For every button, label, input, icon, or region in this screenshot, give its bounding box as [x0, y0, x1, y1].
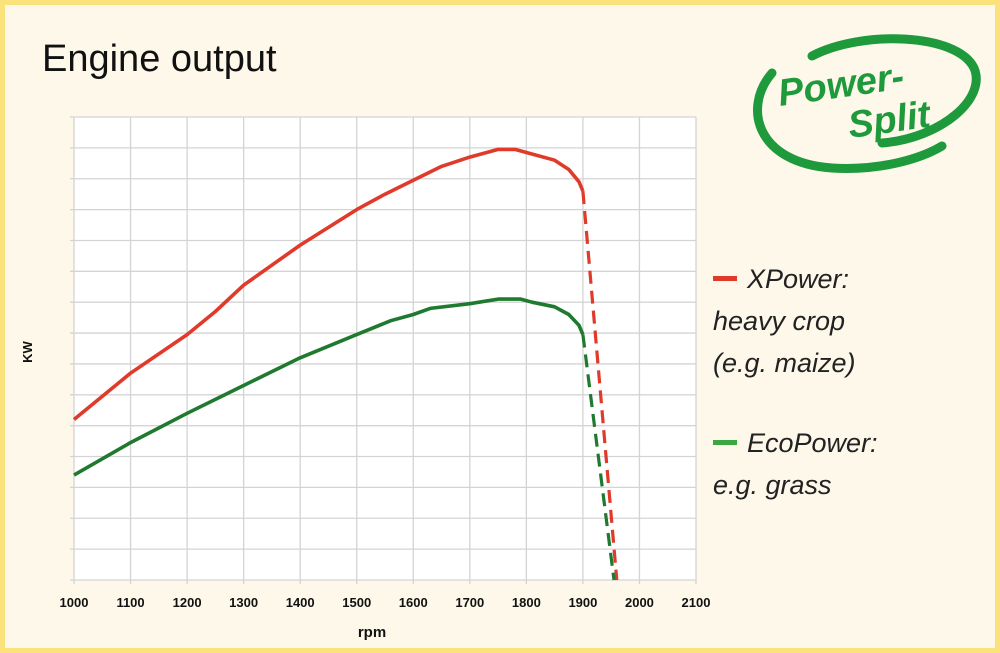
- legend-label-ecopower: EcoPower:: [747, 428, 878, 458]
- x-tick-label: 1600: [399, 595, 428, 610]
- series-ecopower-line: [73, 297, 585, 477]
- series-xpower-dashed: [581, 190, 619, 581]
- x-tick-label: 1700: [455, 595, 484, 610]
- power-split-logo: Power- Split: [753, 34, 981, 173]
- x-axis-label: rpm: [358, 624, 386, 641]
- page-title: Engine output: [42, 38, 277, 80]
- legend-item-xpower: XPower:: [713, 258, 878, 300]
- x-tick-label: 1900: [568, 595, 597, 610]
- x-tick-label: 1200: [173, 595, 202, 610]
- legend: XPower: heavy crop (e.g. maize) EcoPower…: [713, 258, 878, 506]
- legend-desc: heavy crop: [713, 306, 846, 336]
- y-axis-label: KW: [20, 340, 35, 362]
- series-xpower-line: [72, 147, 585, 421]
- ecopower-swatch: [713, 440, 737, 446]
- legend-item-ecopower: EcoPower:: [713, 422, 878, 464]
- legend-desc: (e.g. maize): [713, 348, 856, 378]
- legend-desc: e.g. grass: [713, 470, 832, 500]
- x-tick-label: 1300: [229, 595, 258, 610]
- x-tick-label: 1400: [286, 595, 315, 610]
- x-tick-label: 1000: [60, 595, 89, 610]
- x-tick-label: 1100: [116, 595, 144, 610]
- x-tick-label: 1800: [512, 595, 541, 610]
- xpower-swatch: [713, 276, 737, 282]
- x-tick-label: 1500: [342, 595, 371, 610]
- x-tick-label: 2100: [682, 595, 711, 610]
- x-tick-label: 2000: [625, 595, 654, 610]
- legend-label-xpower: XPower:: [747, 264, 850, 294]
- series-ecopower-dashed: [581, 334, 616, 581]
